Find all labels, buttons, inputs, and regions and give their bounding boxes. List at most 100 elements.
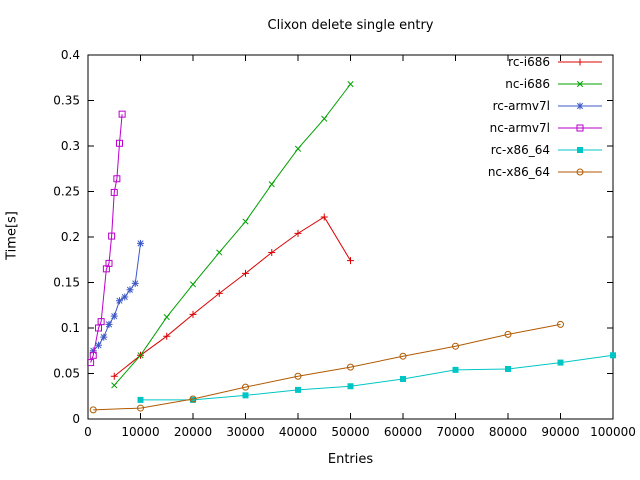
series-rc-i686 [110,213,354,380]
data-point-marker [452,342,459,350]
x-tick-label: 40000 [279,425,317,439]
data-point-marker [347,363,354,371]
data-point-marker [610,352,616,359]
legend-label: rc-i686 [508,55,550,69]
data-point-marker [111,382,118,389]
data-point-marker [400,375,406,382]
data-point-marker [242,269,249,277]
data-point-marker [95,342,102,349]
data-point-marker [163,313,170,321]
data-point-marker [577,147,583,153]
data-point-marker [347,383,354,390]
data-point-marker [137,240,144,247]
y-tick-label: 0.25 [53,185,80,199]
legend-label: rc-x86_64 [491,143,550,157]
y-tick-label: 0.4 [61,48,80,62]
data-point-marker [505,365,511,372]
legend-item-rc-x86_64: rc-x86_64 [491,143,602,157]
y-tick-label: 0.35 [53,94,80,108]
x-tick-label: 80000 [489,425,527,439]
legend-item-rc-armv7l: rc-armv7l [493,99,602,113]
x-tick-label: 20000 [174,425,212,439]
y-tick-label: 0.3 [61,139,80,153]
data-point-marker [132,280,139,287]
data-point-marker [89,406,97,414]
data-point-marker [242,392,249,399]
series-line [93,323,561,411]
data-point-marker [294,372,302,380]
data-point-marker [116,297,123,304]
data-point-marker [268,181,275,188]
data-point-marker [89,351,97,359]
series-line [113,83,351,386]
data-point-marker [576,80,584,88]
data-point-marker [105,259,113,267]
data-point-marker [87,359,95,367]
data-point-marker [321,115,328,122]
data-point-marker [121,293,128,301]
data-point-marker [108,232,116,240]
data-point-marker [110,372,118,380]
data-point-marker [137,404,144,412]
series-rc-x86_64 [137,352,616,403]
series-line [90,114,123,363]
data-point-marker [268,248,276,256]
y-tick-label: 0.2 [61,230,80,244]
data-point-marker [118,110,126,118]
legend-label: rc-armv7l [493,99,550,113]
x-tick-label: 30000 [226,425,264,439]
data-point-marker [137,396,144,403]
data-point-marker [163,332,171,340]
data-point-marker [576,102,584,110]
data-point-marker [215,289,223,297]
y-tick-label: 0.15 [53,276,80,290]
legend-item-nc-x86_64: nc-x86_64 [488,165,602,179]
data-point-marker [294,229,302,237]
data-point-marker [320,213,328,221]
y-tick-label: 0 [72,412,80,426]
data-point-marker [242,218,249,225]
series-nc-x86_64 [89,320,564,414]
series-line [92,243,141,352]
y-tick-label: 0.1 [61,321,80,335]
data-point-marker [216,249,223,256]
data-point-marker [347,257,354,265]
data-point-marker [399,352,407,360]
legend-item-nc-armv7l: nc-armv7l [490,121,602,135]
data-point-marker [189,395,197,403]
data-point-marker [97,318,105,326]
x-tick-label: 10000 [121,425,159,439]
data-point-marker [294,145,302,152]
data-point-marker [242,383,249,391]
data-point-marker [105,321,113,328]
data-point-marker [111,313,118,320]
x-axis-label: Entries [327,452,374,467]
series-rc-armv7l [89,239,144,355]
data-point-marker [110,188,118,196]
data-point-marker [189,310,197,318]
x-tick-label: 100000 [590,425,636,439]
data-point-marker [576,58,584,66]
data-point-marker [295,386,301,393]
legend-label: nc-x86_64 [488,165,550,179]
legend-item-nc-i686: nc-i686 [505,77,602,91]
x-tick-label: 0 [84,425,92,439]
data-point-marker [100,334,107,341]
x-tick-label: 70000 [436,425,474,439]
x-tick-label: 90000 [541,425,579,439]
x-tick-label: 50000 [331,425,369,439]
data-point-marker [189,281,197,288]
data-point-marker [113,175,121,183]
data-point-marker [137,352,144,359]
data-point-marker [504,330,512,338]
series-line [140,354,614,401]
data-point-marker [347,81,354,88]
data-point-marker [576,124,584,132]
data-point-marker [126,286,134,293]
x-tick-label: 60000 [384,425,422,439]
series-nc-i686 [111,81,354,389]
y-axis-label: Time[s] [4,211,20,260]
series-nc-armv7l [87,110,126,367]
